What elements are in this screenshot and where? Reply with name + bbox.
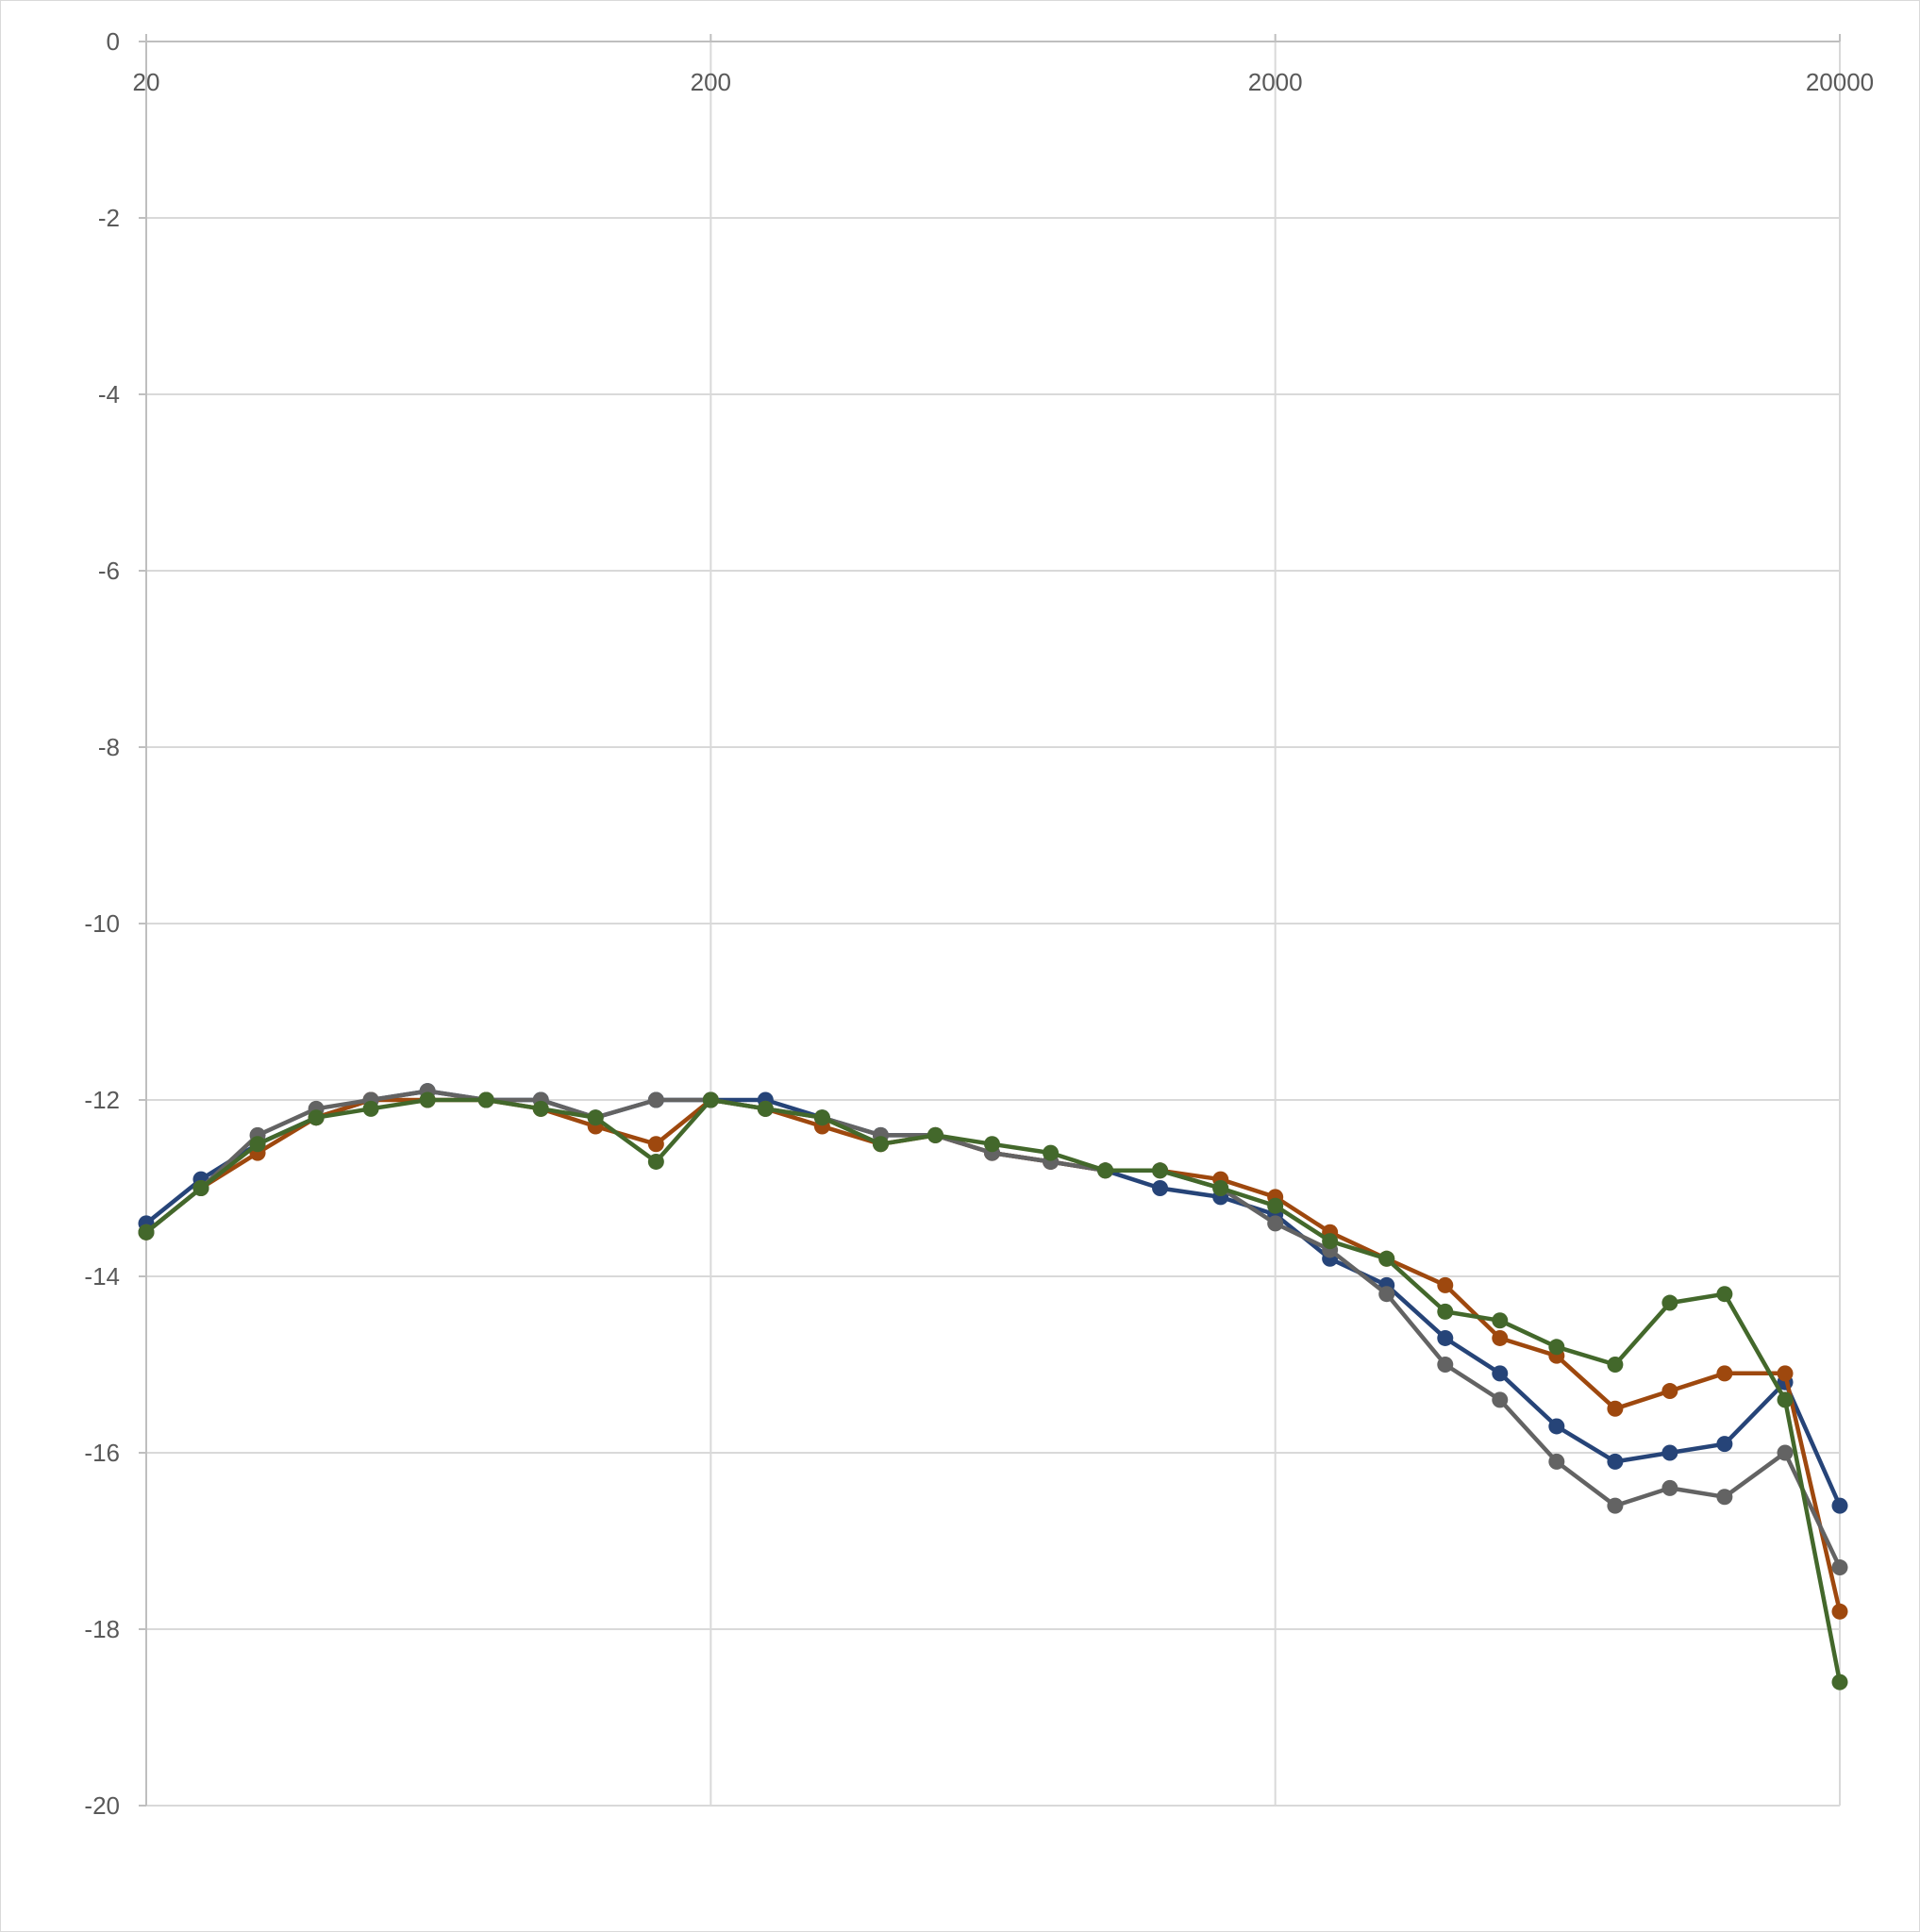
series-3-point [1661, 1479, 1678, 1496]
series-4-point [1607, 1357, 1624, 1373]
series-4-point [362, 1100, 379, 1117]
x-tick-label: 2000 [1248, 68, 1303, 96]
series-4-point [702, 1091, 719, 1108]
grid [146, 42, 1841, 1807]
y-tick-label: -4 [98, 380, 120, 408]
series-3-line [143, 1089, 1843, 1570]
series-4-point [1492, 1312, 1509, 1329]
series-2-point [1437, 1276, 1454, 1293]
series-4-point [1378, 1250, 1395, 1267]
series-3-point [1831, 1559, 1848, 1576]
y-tick-label: -6 [98, 557, 120, 585]
series-3-point [1437, 1357, 1454, 1373]
series-4-point [1267, 1197, 1284, 1214]
y-tick-label: 0 [107, 27, 120, 56]
series-4-point [927, 1126, 943, 1143]
series-3-point [1777, 1444, 1794, 1461]
series-4-point [757, 1100, 774, 1117]
y-tick-label: -2 [98, 204, 120, 232]
y-tick-label: -8 [98, 733, 120, 761]
series [138, 1083, 1848, 1690]
series-4-point [477, 1091, 494, 1108]
series-1-point [1437, 1329, 1454, 1346]
series-2-point [1831, 1603, 1848, 1620]
series-4-point [1831, 1674, 1848, 1690]
series-4-point [249, 1136, 266, 1153]
series-4-point [872, 1136, 889, 1153]
series-4-point [138, 1224, 155, 1241]
series-4-point [587, 1109, 604, 1126]
series-3-point [1716, 1489, 1733, 1506]
series-1-point [1548, 1418, 1565, 1435]
series-4-point [983, 1136, 1000, 1153]
series-3-point [1378, 1286, 1395, 1303]
series-4-point [1548, 1339, 1565, 1356]
x-tick-label: 200 [691, 68, 731, 96]
series-3-point [647, 1091, 664, 1108]
series-3-point [1607, 1497, 1624, 1514]
x-tick-label: 20 [133, 68, 160, 96]
x-tick-label: 20000 [1806, 68, 1874, 96]
series-4-line [143, 1097, 1843, 1685]
series-4-point [1716, 1286, 1733, 1303]
series-2-point [1716, 1365, 1733, 1382]
y-tick-label: -14 [84, 1262, 120, 1291]
y-tick-label: -10 [84, 909, 120, 938]
y-tick-label: -20 [84, 1791, 120, 1820]
series-2-point [1492, 1329, 1509, 1346]
series-1-point [1152, 1180, 1169, 1196]
series-1-point [1716, 1436, 1733, 1453]
series-1-point [1661, 1444, 1678, 1461]
series-4-point [192, 1180, 209, 1196]
series-4-point [1043, 1144, 1060, 1161]
series-2-point [1607, 1400, 1624, 1417]
series-4-point [1097, 1162, 1114, 1179]
series-4-point [1661, 1294, 1678, 1311]
y-tick-label: -12 [84, 1086, 120, 1114]
series-2-point [1661, 1383, 1678, 1400]
series-2-point [1777, 1365, 1794, 1382]
y-tick-label: -18 [84, 1615, 120, 1643]
series-4-point [1152, 1162, 1169, 1179]
series-2-point [647, 1136, 664, 1153]
series-4-point [1437, 1303, 1454, 1320]
series-1-point [1607, 1453, 1624, 1470]
series-1-point [1492, 1365, 1509, 1382]
series-3-point [1492, 1391, 1509, 1408]
axes [139, 34, 1841, 1807]
series-4-point [419, 1091, 436, 1108]
series-4-point [1777, 1391, 1794, 1408]
series-4-point [647, 1153, 664, 1170]
series-4-point [308, 1109, 325, 1126]
series-4-point [532, 1100, 549, 1117]
y-tick-label: -16 [84, 1439, 120, 1467]
series-3-point [1267, 1215, 1284, 1232]
tick-labels: 0 -2 -4 -6 -8 -10 -12 -14 -16 -18 -20 20 200 2000 2000… [84, 27, 1874, 1820]
series-4-point [1212, 1180, 1229, 1196]
series-4 [138, 1091, 1848, 1690]
series-4-point [813, 1109, 830, 1126]
series-3-point [1548, 1453, 1565, 1470]
series-4-point [1322, 1233, 1339, 1250]
series-3 [138, 1083, 1848, 1576]
series-1-point [1831, 1497, 1848, 1514]
